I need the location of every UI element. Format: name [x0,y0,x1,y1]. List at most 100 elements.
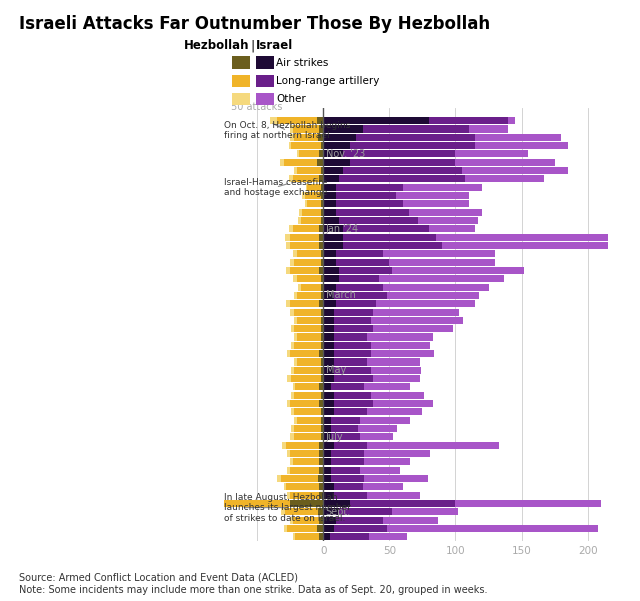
Bar [290,350,323,357]
Bar [456,159,555,166]
Text: July: July [326,432,344,442]
Bar [284,159,323,166]
Bar [292,533,323,540]
Bar [302,209,323,216]
Bar [323,425,331,432]
Bar [337,192,396,199]
Bar [319,234,323,240]
Bar [343,225,429,233]
Bar [323,242,343,249]
Bar [321,317,323,324]
Bar [321,275,323,282]
Bar [319,383,323,391]
Bar [321,416,323,424]
Bar [294,392,323,399]
Bar [277,475,323,482]
Bar [456,500,601,507]
Bar [319,225,323,233]
Bar [294,367,323,374]
Bar [321,342,323,349]
Bar [294,334,323,341]
Bar [323,492,334,499]
Bar [294,425,323,432]
Bar [409,209,482,216]
Bar [369,533,406,540]
Bar [292,250,323,257]
Bar [321,292,323,299]
Bar [349,142,476,149]
Bar [298,284,323,291]
Bar [296,383,323,391]
Bar [318,134,323,141]
Text: On Oct. 8, Hezbollah begins
firing at northern Israel: On Oct. 8, Hezbollah begins firing at no… [224,121,350,141]
Bar [290,400,323,407]
Bar [331,425,358,432]
Bar [321,308,323,316]
Bar [290,450,323,457]
Bar [287,400,323,407]
Bar [294,358,323,365]
Bar [270,117,323,124]
Bar [297,275,323,282]
Bar [287,450,323,457]
Bar [389,258,495,266]
Text: Long-range artillery: Long-range artillery [276,76,380,85]
Bar [360,433,394,441]
Bar [321,334,323,341]
Bar [286,242,323,249]
Bar [371,367,421,374]
Bar [323,126,363,132]
Bar [292,275,323,282]
Bar [371,317,463,324]
Bar [334,292,387,299]
Bar [323,433,331,441]
Text: Israel-Hamas ceasefire
and hostage exchange: Israel-Hamas ceasefire and hostage excha… [224,177,328,197]
Bar [291,342,323,349]
Bar [337,200,403,207]
Bar [294,342,323,349]
Bar [371,342,430,349]
Bar [323,508,339,515]
Bar [291,375,323,382]
Bar [323,159,349,166]
Text: Note: Some incidents may include more than one strike. Data as of Sept. 20, grou: Note: Some incidents may include more th… [19,585,488,595]
Bar [297,416,323,424]
Bar [419,217,478,224]
Bar [334,409,367,415]
Bar [508,117,515,124]
Bar [281,508,323,515]
Bar [323,184,337,191]
Bar [285,508,323,515]
Text: |: | [251,39,255,52]
Bar [286,483,323,490]
Bar [319,450,323,457]
Bar [291,142,323,149]
Bar [331,416,360,424]
Bar [343,234,436,240]
Bar [334,342,371,349]
Text: Hezbollah: Hezbollah [184,39,250,52]
Bar [321,375,323,382]
Bar [297,317,323,324]
Bar [323,475,331,482]
Bar [290,242,323,249]
Bar [318,508,323,515]
Bar [321,217,323,224]
Bar [364,459,410,465]
Bar [323,500,349,507]
Bar [294,433,323,441]
Bar [290,258,323,266]
Bar [323,483,334,490]
Bar [292,225,323,233]
Bar [319,492,323,499]
Bar [339,217,419,224]
Bar [321,367,323,374]
Bar [321,425,323,432]
Bar [383,284,488,291]
Bar [334,308,374,316]
Bar [334,358,367,365]
Bar [292,517,323,523]
Bar [323,342,334,349]
Bar [307,184,323,191]
Bar [294,317,323,324]
